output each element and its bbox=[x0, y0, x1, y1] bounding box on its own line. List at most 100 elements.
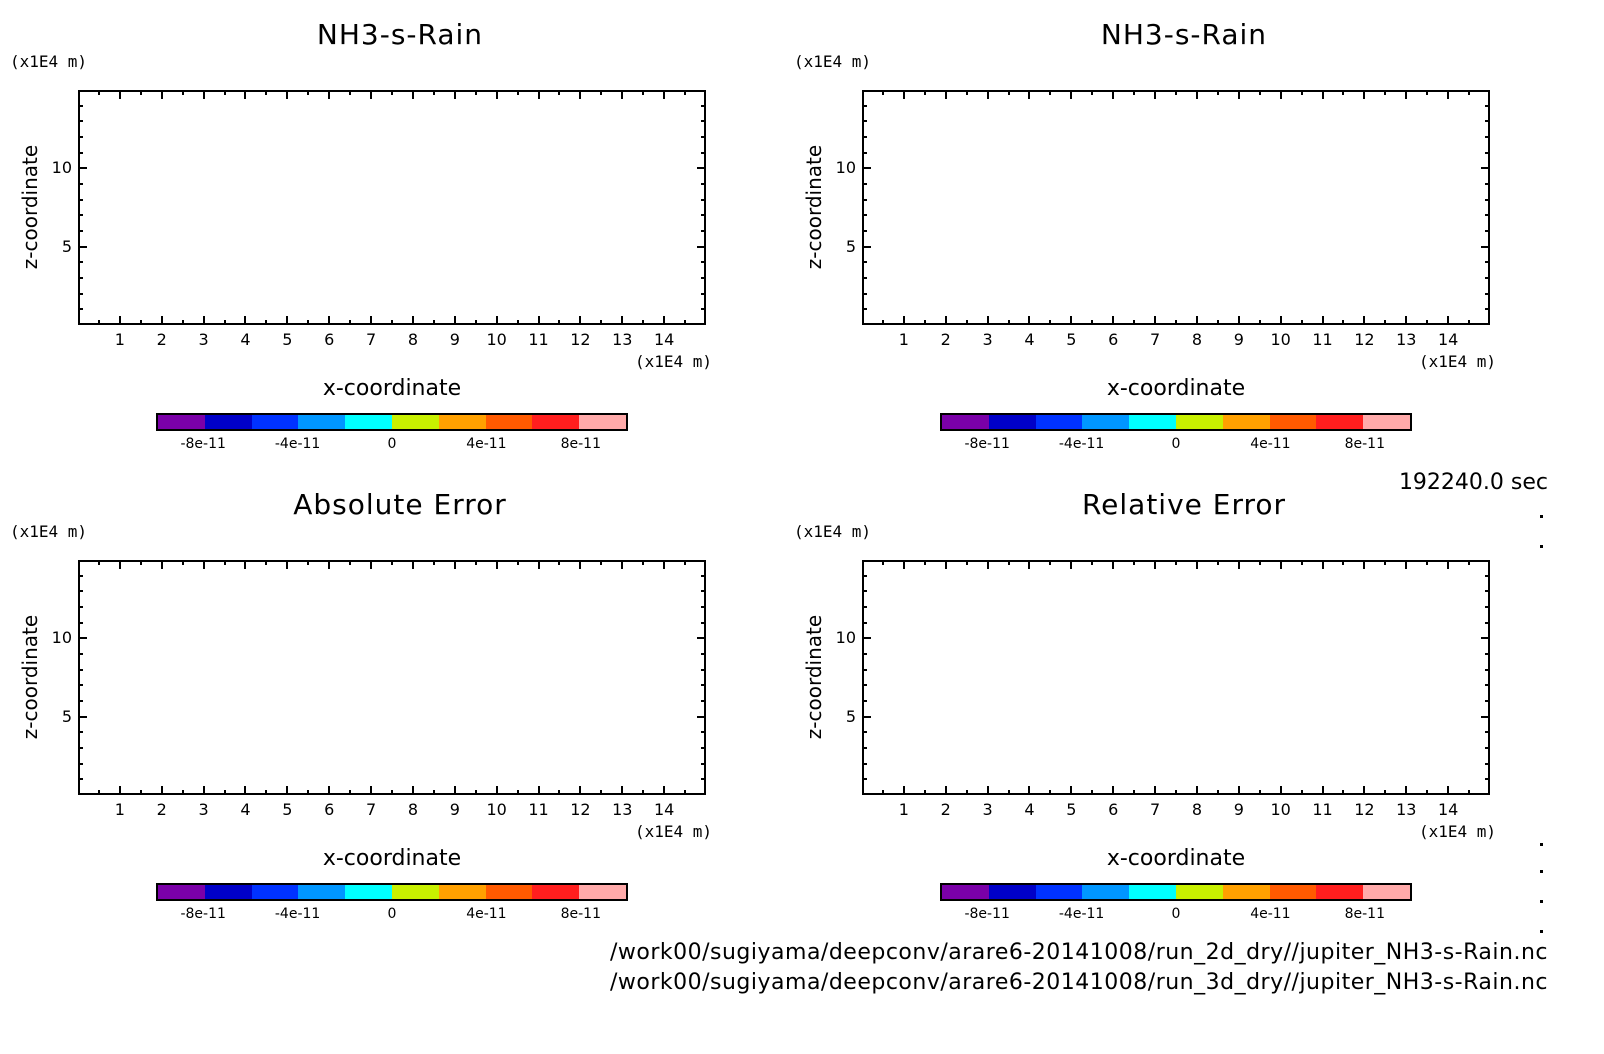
colorbar bbox=[940, 413, 1412, 431]
x-tick-mark bbox=[558, 560, 561, 565]
x-tick-mark bbox=[1468, 790, 1471, 795]
x-tick-mark bbox=[1154, 786, 1157, 795]
y-tick-label: 5 bbox=[845, 236, 856, 256]
y-tick-label: 10 bbox=[835, 628, 856, 648]
colorbar-tick-label: 8e-11 bbox=[560, 436, 601, 452]
x-tick-label: 6 bbox=[324, 800, 335, 819]
colorbar-cell bbox=[1129, 885, 1176, 899]
x-tick-mark bbox=[1363, 560, 1366, 569]
y-tick-mark bbox=[701, 104, 706, 107]
marker-dot bbox=[1540, 843, 1543, 846]
x-tick-mark bbox=[1112, 90, 1115, 99]
x-tick-mark bbox=[1070, 560, 1073, 569]
marker-dot bbox=[1540, 870, 1543, 873]
x-tick-mark bbox=[118, 560, 121, 569]
colorbar-cell bbox=[1035, 415, 1083, 429]
x-tick-mark bbox=[1007, 790, 1010, 795]
panel-p2: NH3-s-Rain (x1E4 m) z-coordinate 1 2 3 4 5 6 7 8 9 1… bbox=[784, 0, 1584, 470]
y-axis-label: z-coordinate bbox=[802, 144, 826, 270]
x-tick-mark bbox=[516, 790, 519, 795]
x-tick-mark bbox=[1468, 90, 1471, 95]
panel-p1: NH3-s-Rain (x1E4 m) z-coordinate 1 2 3 4 5 6 7 8 9 1… bbox=[0, 0, 800, 470]
colorbar-cell bbox=[438, 885, 486, 899]
x-tick-mark bbox=[579, 786, 582, 795]
x-tick-label: 10 bbox=[1270, 330, 1291, 349]
y-tick-mark bbox=[1485, 151, 1490, 154]
x-tick-mark bbox=[1195, 560, 1198, 569]
x-tick-mark bbox=[160, 560, 163, 569]
x-tick-mark bbox=[1070, 786, 1073, 795]
y-tick-mark bbox=[701, 668, 706, 671]
x-tick-label: 2 bbox=[940, 330, 951, 349]
x-tick-label: 10 bbox=[1270, 800, 1291, 819]
x-tick-mark bbox=[391, 790, 393, 795]
x-tick-mark bbox=[1237, 560, 1240, 569]
x-tick-mark bbox=[516, 90, 519, 95]
x-tick-mark bbox=[1447, 560, 1450, 569]
x-axis-label: x-coordinate bbox=[1106, 376, 1246, 401]
x-tick-mark bbox=[663, 90, 666, 99]
y-tick-mark bbox=[1485, 684, 1490, 687]
x-tick-mark bbox=[453, 90, 456, 99]
x-tick-mark bbox=[1049, 560, 1052, 565]
colorbar-cell bbox=[942, 415, 989, 429]
y-tick-mark bbox=[78, 715, 87, 718]
x-tick-mark bbox=[495, 786, 498, 795]
x-tick-mark bbox=[881, 90, 884, 95]
x-tick-label: 7 bbox=[365, 330, 377, 349]
x-tick-label: 14 bbox=[653, 330, 675, 349]
x-tick-mark bbox=[202, 786, 205, 795]
y-tick-mark bbox=[862, 230, 867, 232]
colorbar-cell bbox=[1316, 415, 1364, 429]
x-tick-mark bbox=[181, 790, 184, 795]
x-tick-mark bbox=[432, 790, 435, 795]
x-tick-mark bbox=[663, 786, 666, 795]
x-tick-mark bbox=[516, 320, 519, 325]
colorbar-tick-label: 0 bbox=[1171, 436, 1181, 452]
x-tick-mark bbox=[432, 90, 435, 95]
panel-title: NH3-s-Rain bbox=[1100, 18, 1268, 51]
x-tick-mark bbox=[1195, 316, 1198, 325]
x-tick-mark bbox=[391, 90, 393, 95]
x-tick-mark bbox=[1363, 90, 1366, 99]
x-tick-mark bbox=[244, 316, 247, 325]
x-tick-mark bbox=[1405, 316, 1408, 325]
x-tick-mark bbox=[1028, 560, 1031, 569]
x-tick-label: 1 bbox=[898, 330, 909, 349]
y-tick-mark bbox=[78, 778, 83, 781]
x-tick-mark bbox=[349, 790, 352, 795]
x-tick-mark bbox=[1468, 560, 1471, 565]
y-tick-label: 5 bbox=[61, 236, 72, 256]
x-tick-mark bbox=[923, 320, 926, 325]
y-tick-mark bbox=[1485, 183, 1490, 185]
x-tick-mark bbox=[1175, 90, 1177, 95]
y-tick-mark bbox=[862, 167, 871, 170]
x-tick-mark bbox=[537, 560, 540, 569]
y-tick-mark bbox=[701, 292, 706, 295]
x-tick-mark bbox=[244, 786, 247, 795]
x-tick-mark bbox=[474, 90, 477, 95]
x-tick-label: 7 bbox=[365, 800, 377, 819]
x-tick-mark bbox=[1049, 320, 1052, 325]
y-tick-mark bbox=[78, 731, 83, 734]
colorbar-tick-label: -8e-11 bbox=[180, 906, 226, 922]
x-tick-mark bbox=[663, 560, 666, 569]
x-tick-label: 2 bbox=[940, 800, 951, 819]
x-tick-label: 14 bbox=[653, 800, 675, 819]
colorbar-tick-label: -4e-11 bbox=[274, 436, 321, 452]
footer-file-1: /work00/sugiyama/deepconv/arare6-2014100… bbox=[609, 940, 1548, 965]
x-tick-mark bbox=[1216, 560, 1219, 565]
x-tick-mark bbox=[1154, 560, 1157, 569]
colorbar-tick-label: 8e-11 bbox=[1344, 906, 1385, 922]
x-tick-mark bbox=[965, 90, 968, 95]
x-tick-label: 12 bbox=[1354, 800, 1375, 819]
x-tick-mark bbox=[202, 316, 205, 325]
x-tick-mark bbox=[1384, 90, 1387, 95]
x-tick-mark bbox=[411, 560, 414, 569]
x-tick-mark bbox=[1175, 560, 1177, 565]
x-tick-label: 8 bbox=[1191, 800, 1203, 819]
x-tick-label: 5 bbox=[1066, 330, 1077, 349]
x-tick-mark bbox=[349, 560, 352, 565]
x-tick-mark bbox=[328, 90, 331, 99]
colorbar-cell bbox=[485, 885, 533, 899]
